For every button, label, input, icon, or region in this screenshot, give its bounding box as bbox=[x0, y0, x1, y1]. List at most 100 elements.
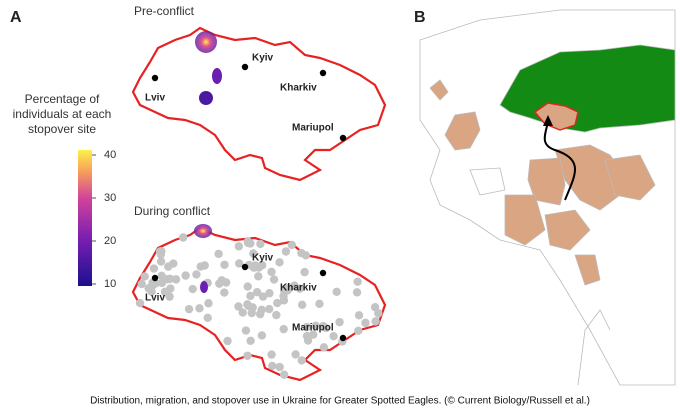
stopover-dot bbox=[234, 302, 243, 311]
stopover-dot bbox=[371, 317, 380, 326]
stopover-dot bbox=[315, 299, 324, 309]
caption: Distribution, migration, and stopover us… bbox=[90, 396, 590, 407]
stopover-dot bbox=[269, 275, 279, 284]
stopover-dot bbox=[235, 259, 244, 268]
city-label: Kyiv bbox=[252, 253, 274, 264]
stopover-dot bbox=[272, 310, 281, 320]
stopover-dot bbox=[275, 362, 284, 372]
stopover-dot bbox=[203, 313, 212, 323]
stopover-dot bbox=[220, 288, 229, 297]
stopover-dot bbox=[370, 302, 380, 312]
stopover-dot bbox=[184, 304, 194, 314]
stopover-dot bbox=[188, 284, 197, 294]
stopover-dot bbox=[279, 324, 288, 334]
city-dot bbox=[241, 263, 249, 271]
stopover-dot bbox=[137, 279, 146, 289]
stopover-dot bbox=[353, 277, 362, 286]
stopover-dot bbox=[248, 303, 257, 312]
stopover-dot bbox=[279, 296, 289, 305]
city-dot bbox=[319, 269, 327, 277]
stopover-dot bbox=[135, 298, 145, 308]
stopover-dot bbox=[140, 272, 149, 281]
stopover-dot bbox=[171, 275, 181, 284]
stopover-dot bbox=[246, 336, 255, 346]
stopover-dot bbox=[223, 336, 232, 346]
stopover-dot bbox=[329, 331, 338, 341]
stopover-dot bbox=[290, 281, 299, 290]
stopover-dot bbox=[252, 287, 262, 297]
stopover-dot bbox=[257, 305, 266, 315]
stopover-dot bbox=[163, 275, 172, 284]
city-label: Kyiv bbox=[252, 53, 274, 64]
city-dot bbox=[151, 274, 159, 282]
stopover-dot bbox=[318, 321, 328, 331]
stopover-dot bbox=[300, 267, 309, 277]
stopover-dot bbox=[249, 249, 258, 258]
stopover-dot bbox=[243, 238, 253, 248]
ukraine-map bbox=[131, 224, 387, 382]
stopover-dot bbox=[297, 356, 306, 365]
colorbar-title: individuals at each bbox=[13, 107, 112, 121]
stopover-dot bbox=[354, 326, 363, 335]
stopover-dot bbox=[192, 270, 201, 279]
stopover-dot bbox=[301, 251, 311, 260]
stopover-dot bbox=[256, 239, 265, 249]
city-dot bbox=[319, 69, 327, 77]
stopover-dot bbox=[234, 242, 244, 251]
stopover-dot bbox=[156, 257, 166, 266]
colorbar-tick-label: 20 bbox=[104, 235, 116, 247]
stopover-dot bbox=[258, 292, 268, 301]
colorbar-title: Percentage of bbox=[25, 92, 100, 106]
world-map bbox=[419, 9, 676, 386]
stopover-dot bbox=[273, 298, 282, 308]
stopover-dot bbox=[264, 304, 274, 314]
stopover-dot bbox=[241, 326, 251, 335]
stopover-dot bbox=[287, 240, 297, 250]
city-dot bbox=[241, 63, 249, 71]
stopover-dot bbox=[311, 321, 320, 331]
stopover-dot bbox=[267, 350, 276, 359]
city-dot bbox=[151, 74, 159, 82]
stopover-dot bbox=[275, 258, 284, 267]
stopover-dot bbox=[160, 287, 170, 297]
stopover-dot bbox=[268, 361, 277, 371]
migration-arrow bbox=[543, 121, 576, 201]
stopover-dot bbox=[181, 271, 190, 280]
stopover-dot bbox=[257, 331, 267, 340]
stopover-dot bbox=[238, 308, 247, 317]
city-label: Kharkiv bbox=[280, 83, 317, 94]
stopover-dot bbox=[214, 249, 223, 259]
stopover-dot bbox=[196, 262, 205, 271]
stopover-dot bbox=[149, 264, 159, 273]
colorbar-tick-label: 10 bbox=[104, 278, 116, 290]
stopover-dot bbox=[297, 300, 307, 310]
stopover-dot bbox=[178, 233, 188, 242]
stopover-dot bbox=[352, 288, 362, 297]
map-title: During conflict bbox=[134, 204, 211, 218]
panel-label: A bbox=[10, 9, 22, 26]
colorbar-title: stopover site bbox=[28, 122, 96, 136]
city-dot bbox=[339, 334, 347, 342]
stopover-dot bbox=[243, 282, 252, 291]
stopover-dot bbox=[204, 299, 213, 308]
city-label: Mariupol bbox=[292, 323, 334, 334]
city-label: Kharkiv bbox=[280, 283, 317, 294]
city-dot bbox=[339, 134, 347, 142]
stopover-dot bbox=[243, 351, 252, 360]
stopover-dot bbox=[335, 317, 344, 327]
stopover-dot bbox=[267, 267, 276, 277]
stopover-dot bbox=[361, 318, 370, 328]
stopover-dot bbox=[249, 263, 259, 272]
stopover-dot bbox=[265, 289, 274, 298]
stopover-dot bbox=[302, 322, 312, 332]
city-label: Lviv bbox=[145, 293, 165, 304]
ukraine-map bbox=[131, 26, 387, 182]
stopover-dot bbox=[302, 331, 312, 341]
arrow-head bbox=[543, 115, 553, 126]
colorbar-tick-label: 30 bbox=[104, 192, 116, 204]
stopover-dot bbox=[332, 287, 341, 297]
colorbar-tick-label: 40 bbox=[104, 149, 116, 161]
stopover-dot bbox=[254, 272, 263, 281]
stopover-dot bbox=[220, 260, 229, 269]
